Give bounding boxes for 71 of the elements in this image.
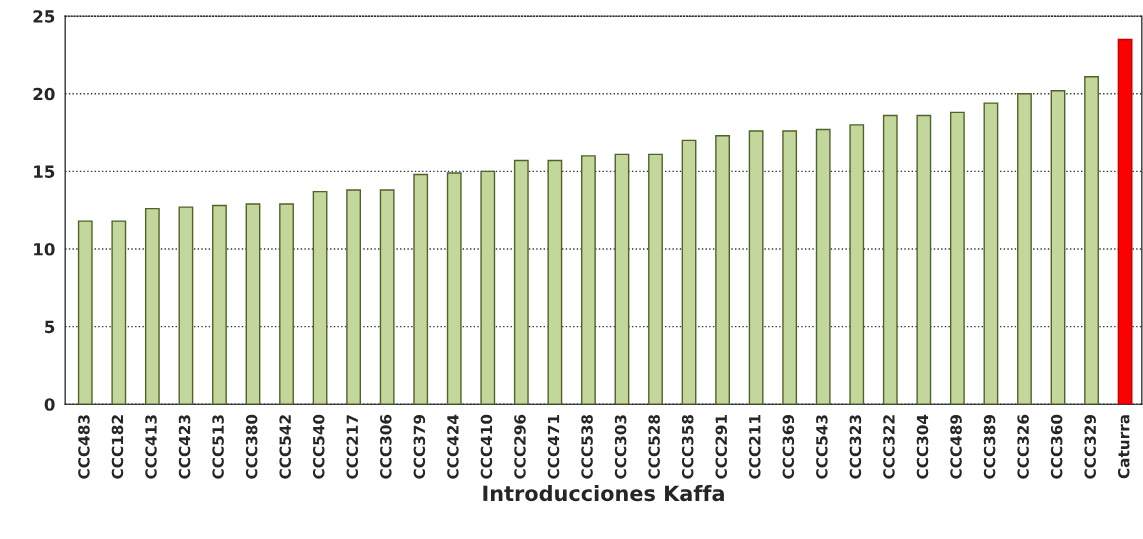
x-tick-label: CCC410: [480, 414, 493, 479]
x-tick-label: CCC291: [715, 415, 728, 479]
bar: [279, 203, 294, 405]
x-tick-label: CCC483: [78, 415, 90, 479]
x-tick-label: CCC471: [547, 415, 560, 479]
bar: [413, 173, 429, 405]
y-tick-label: 15: [34, 165, 55, 178]
bar: [144, 207, 160, 405]
bar: [849, 124, 865, 405]
x-tick-label: CCC380: [245, 414, 258, 479]
x-tick-label: CCC528: [648, 414, 660, 479]
x-tick-label: CCC217: [346, 415, 359, 479]
x-axis-title: Introducciones Kaffa: [483, 485, 724, 502]
bar: [1117, 38, 1133, 405]
y-tick-label: 0: [44, 398, 55, 411]
bar: [480, 170, 496, 405]
x-tick-label: CCC389: [983, 414, 996, 479]
bar: [614, 153, 630, 405]
x-tick-label: CCC538: [581, 414, 593, 479]
x-tick-label: CCC358: [681, 414, 694, 479]
x-tick-label: CCC329: [1084, 414, 1096, 479]
bar: [581, 155, 596, 405]
bar: [547, 159, 563, 405]
x-tick-label: CCC323: [849, 415, 862, 479]
bar: [1050, 89, 1066, 405]
bar: [1084, 76, 1099, 405]
bar: [715, 135, 730, 405]
x-tick-label: CCC306: [380, 414, 392, 479]
y-tick-label: 20: [33, 87, 55, 101]
x-tick-label: CCC369: [782, 414, 795, 479]
bar: [882, 114, 898, 405]
x-tick-label: CCC513: [212, 415, 224, 479]
bar: [77, 220, 93, 405]
bar: [245, 203, 261, 405]
x-tick-label: CCC542: [279, 415, 291, 479]
bar: [111, 220, 127, 405]
x-tick-label: CCC303: [614, 415, 627, 479]
bar: [815, 128, 831, 405]
x-tick-label: CCC304: [916, 414, 929, 479]
y-tick-label: 25: [33, 10, 55, 23]
bar: [1017, 93, 1032, 405]
bar: [748, 130, 764, 405]
x-tick-label: CCC182: [111, 415, 124, 479]
bar: [513, 159, 529, 405]
bar: [648, 153, 663, 405]
bar: [782, 130, 798, 405]
bar: [178, 206, 194, 405]
x-tick-label: CCC543: [816, 415, 828, 479]
x-tick-label: CCC296: [514, 414, 526, 479]
bar: [446, 172, 462, 405]
x-tick-label: CCC424: [447, 414, 459, 479]
x-tick-label: CCC211: [749, 415, 761, 479]
x-tick-label: Caturra: [1117, 415, 1130, 479]
x-tick-label: CCC413: [145, 415, 157, 479]
x-tick-label: CCC360: [1050, 414, 1063, 479]
bar: [379, 189, 395, 405]
x-tick-label: CCC322: [883, 415, 895, 479]
x-tick-label: CCC489: [950, 414, 962, 479]
y-tick-label: 5: [45, 320, 55, 334]
x-tick-label: CCC379: [413, 414, 426, 479]
bar: [346, 189, 362, 405]
bar: [983, 102, 999, 405]
bar: [681, 139, 697, 405]
x-tick-label: CCC326: [1017, 414, 1029, 479]
x-tick-label: CCC423: [178, 415, 191, 479]
bar: [212, 204, 227, 405]
y-tick-label: 10: [34, 242, 55, 256]
bar: [312, 190, 328, 405]
bar: [916, 114, 932, 405]
x-tick-label: CCC540: [312, 414, 325, 479]
bar: [949, 111, 965, 405]
